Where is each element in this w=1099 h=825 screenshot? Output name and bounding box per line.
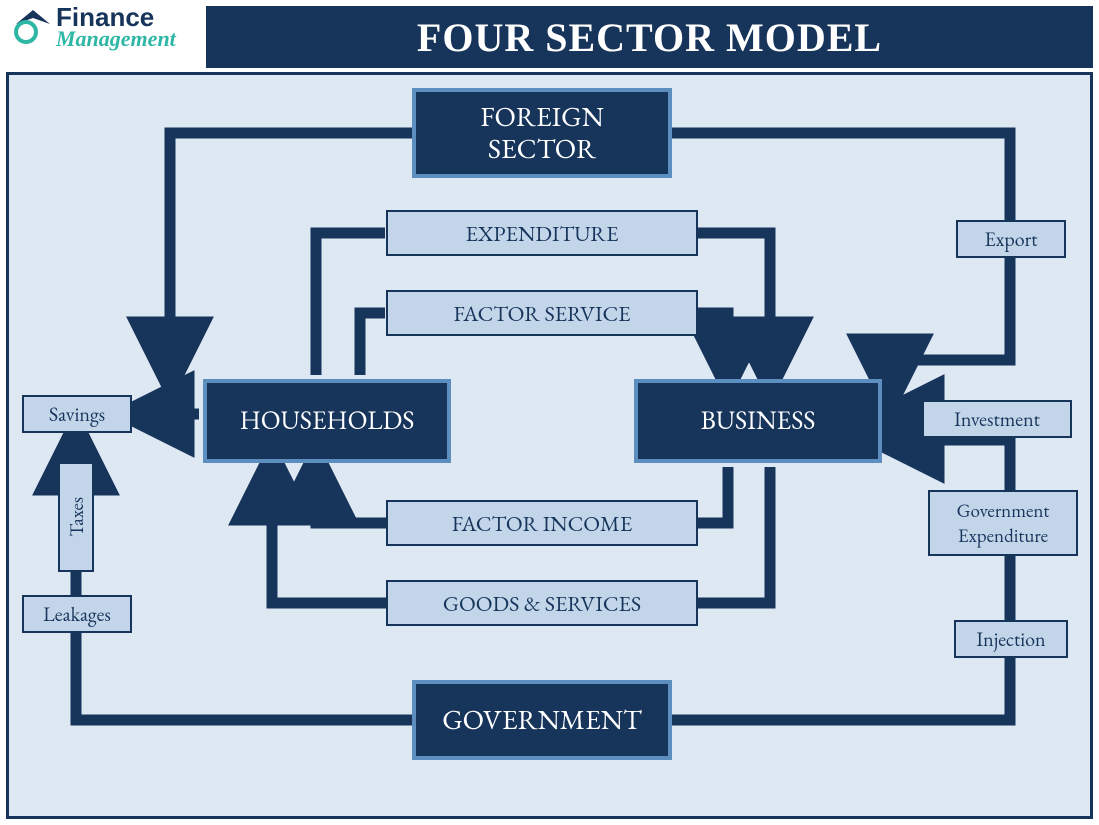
node-foreign: FOREIGNSECTOR [412,88,672,178]
node-expenditure: EXPENDITURE [386,210,698,256]
node-savings: Savings [22,395,132,433]
arrow-fs-to-bus [698,313,728,375]
node-gov_exp: Government Expenditure [928,490,1078,556]
arrow-gs-to-hh [272,467,386,603]
node-investment: Investment [922,400,1072,438]
node-government: GOVERNMENT [412,680,672,760]
node-injection: Injection [954,620,1068,658]
diagram-root: FOUR SECTOR MODEL Finance Management FOR… [0,0,1099,825]
arrow-exp-to-bus [698,233,770,375]
node-factor_income: FACTOR INCOME [386,500,698,546]
node-export: Export [956,220,1066,258]
node-business: BUSINESS [634,379,882,463]
node-households: HOUSEHOLDS [203,379,451,463]
arrow-bus-down-gs [698,467,770,603]
arrow-fi-to-hh [316,467,386,523]
node-goods_services: GOODS & SERVICES [386,580,698,626]
arrow-hh-up-fs [360,313,385,375]
node-factor_service: FACTOR SERVICE [386,290,698,336]
arrow-foreign-to-households [170,133,412,375]
node-taxes: Taxes [58,462,94,572]
arrow-hh-up-exp [316,233,385,375]
arrow-bus-down-fi [698,467,728,523]
node-leakages: Leakages [22,595,132,633]
arrow-gov-to-leak-up [76,437,412,720]
